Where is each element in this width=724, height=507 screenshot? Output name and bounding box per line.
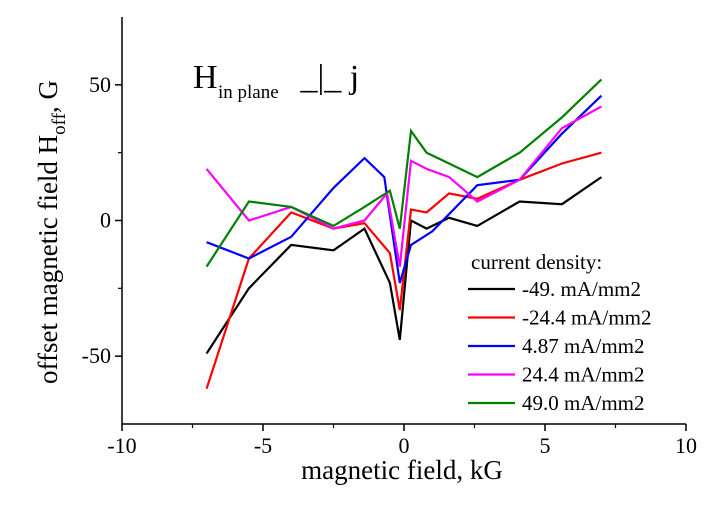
x-tick-label: -5: [254, 433, 272, 458]
legend-label-3: 4.87 mA/mm2: [522, 334, 645, 358]
legend-label-4: 24.4 mA/mm2: [522, 363, 645, 387]
annotation-tail: _|_ j: [292, 59, 359, 96]
x-axis-title: magnetic field, kG: [301, 455, 503, 485]
series-layer: [205, 78, 603, 390]
x-tick-label: 5: [540, 433, 551, 458]
legend-label-1: -49. mA/mm2: [522, 277, 641, 301]
legend: current density: -49. mA/mm2 -24.4 mA/mm2…: [468, 250, 652, 415]
svg-text:offset magnetic field Hoff, G: offset magnetic field Hoff, G: [33, 80, 70, 384]
series-line-5: [205, 78, 603, 268]
y-axis-title-sub: off: [49, 112, 70, 134]
x-tick-label: 10: [675, 433, 697, 458]
y-tick-label: -50: [82, 343, 111, 368]
y-axis-title-tail: , G: [33, 80, 63, 113]
y-axis-title: offset magnetic field Hoff, G: [33, 80, 70, 384]
series-line-1: [205, 176, 603, 355]
x-tick-label: 0: [399, 433, 410, 458]
legend-label-2: -24.4 mA/mm2: [522, 306, 652, 330]
annotation-main: H: [193, 59, 218, 96]
legend-label-5: 49.0 mA/mm2: [522, 391, 645, 415]
y-axis-title-main: offset magnetic field H: [33, 135, 63, 384]
y-tick-label: 50: [89, 72, 111, 97]
annotation-sub: in plane: [218, 82, 279, 103]
y-tick-label: 0: [100, 208, 111, 233]
x-tick-label: -10: [107, 433, 136, 458]
legend-title: current density:: [471, 250, 602, 274]
annotation: H in plane _|_ j: [193, 59, 359, 103]
